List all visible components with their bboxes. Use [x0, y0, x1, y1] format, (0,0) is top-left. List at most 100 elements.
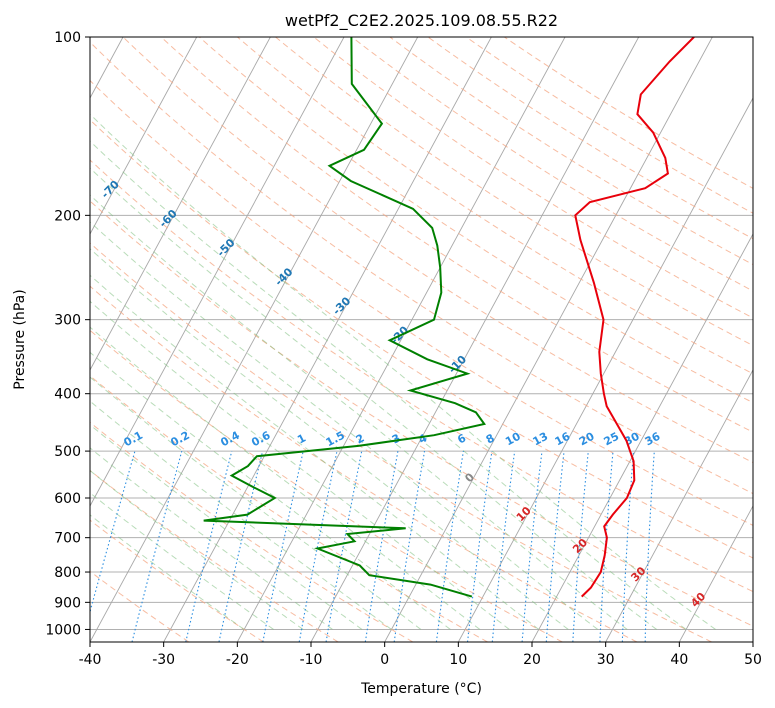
plot-area: 0.10.20.40.611.52346810131620253036-100-…: [0, 37, 753, 642]
dewpoint-profile-line: [203, 37, 486, 598]
mixing-ratio-line: [435, 451, 464, 642]
mixing-ratio-line: [521, 451, 543, 642]
temperature-profile-line: [574, 37, 695, 598]
isotherm-line: [384, 37, 713, 642]
moist-adiabat-line: [90, 424, 363, 630]
mixing-ratio-line: [621, 451, 635, 642]
mixing-ratio-line: [572, 451, 589, 642]
moist-adiabat-line: [90, 194, 628, 630]
y-tick-label: 500: [54, 444, 81, 460]
y-tick-label: 700: [54, 531, 81, 547]
dry-adiabat-line: [90, 159, 753, 593]
y-axis-ticks: 100 200 300 400 500 600 700 800 900 1000: [45, 30, 90, 638]
dry-adiabat-line: [90, 329, 563, 642]
isotherm-line: [531, 233, 753, 642]
dry-adiabat-label: -80: [41, 148, 64, 171]
moist-adiabat-line: [90, 248, 569, 630]
dry-adiabat-line: [90, 469, 339, 642]
isotherm-line: [457, 97, 753, 642]
moist-adiabat-line: [90, 514, 245, 630]
dry-adiabat-line: [122, 37, 753, 464]
x-axis-label: Temperature (°C): [360, 681, 482, 697]
moist-adiabat-line: [90, 351, 451, 630]
mixing-ratio-line: [90, 450, 136, 614]
x-tick-label: -20: [226, 652, 249, 668]
dry-adiabat-line: [90, 285, 638, 642]
dry-adiabat-line: [351, 37, 753, 292]
mixing-ratio-label: 13: [531, 430, 551, 449]
dry-adiabat-line: [504, 37, 753, 189]
dry-adiabat-label: -90: [0, 119, 6, 142]
x-tick-label: 40: [670, 652, 688, 668]
y-tick-label: 1000: [45, 622, 81, 638]
isotherm-line: [752, 641, 753, 642]
moist-adiabat-line: [90, 140, 687, 630]
mixing-ratio-label: 0.1: [122, 429, 145, 450]
mixing-ratio-label: 25: [602, 430, 622, 449]
mixing-ratio-line: [262, 450, 304, 642]
isotherm-line: [236, 37, 566, 642]
x-tick-label: 0: [380, 652, 389, 668]
y-tick-label: 100: [54, 30, 81, 46]
plot-frame: [89, 36, 754, 643]
x-tick-label: 50: [744, 652, 762, 668]
mixing-ratio-line: [545, 451, 565, 642]
mixing-ratio-line: [393, 451, 426, 642]
y-axis-label: Pressure (hPa): [12, 289, 28, 389]
isotherm-line: [605, 369, 753, 642]
y-tick-label: 800: [54, 565, 81, 581]
mixing-ratio-label: 36: [643, 430, 663, 449]
x-tick-label: -40: [79, 652, 102, 668]
x-tick-label: -10: [300, 652, 323, 668]
y-tick-label: 400: [54, 387, 81, 403]
isotherm-line: [163, 37, 492, 642]
moist-adiabat-line: [90, 400, 392, 630]
moist-adiabat-line: [90, 326, 481, 630]
y-tick-label: 600: [54, 491, 81, 507]
mixing-ratio-label: 10: [503, 430, 523, 449]
mixing-ratio-line: [491, 451, 516, 642]
moist-adiabat-line: [90, 113, 716, 630]
x-tick-label: 30: [597, 652, 615, 668]
isotherm-line: [90, 37, 419, 642]
dry-adiabat-line: [90, 79, 753, 526]
dry-adiabat-label: 0: [462, 470, 477, 485]
y-tick-label: 300: [54, 313, 81, 329]
mixing-ratio-line: [185, 450, 233, 642]
y-tick-label: 200: [54, 208, 81, 224]
mixing-ratio-label: 16: [553, 430, 573, 449]
mixing-ratio-line: [466, 451, 493, 642]
x-tick-label: -30: [152, 652, 175, 668]
moist-adiabat-line: [90, 492, 274, 630]
mixing-ratio-line: [131, 450, 183, 642]
moist-adiabat-line: [90, 167, 657, 630]
dry-adiabat-line: [90, 570, 190, 642]
isotherm-line: [678, 505, 753, 642]
mixing-ratio-label: 0.2: [168, 429, 191, 450]
x-tick-label: 10: [449, 652, 467, 668]
chart-title: wetPf2_C2E2.2025.109.08.55.R22: [285, 11, 558, 31]
dry-adiabat-line: [90, 200, 753, 627]
isotherm-line: [90, 37, 271, 371]
dry-adiabat-line: [90, 519, 264, 642]
mixing-ratio-label: 20: [577, 430, 597, 449]
mixing-ratio-label: 6: [455, 431, 468, 446]
dry-adiabat-line: [160, 37, 753, 433]
x-tick-label: 20: [523, 652, 541, 668]
mixing-ratio-line: [218, 450, 264, 642]
moist-adiabat-line: [90, 300, 510, 630]
moist-adiabat-line: [90, 447, 333, 630]
moist-adiabat-line: [90, 469, 304, 630]
x-axis-ticks: -40 -30 -20 -10 0 10 20 30 40 50: [79, 642, 762, 668]
y-tick-label: 900: [54, 595, 81, 611]
dry-adiabat-line: [90, 242, 712, 642]
isotherm-line: [90, 37, 198, 235]
dry-adiabat-line: [90, 421, 414, 642]
dry-adiabat-line: [90, 375, 488, 642]
isotherm-line: [90, 37, 345, 507]
dry-adiabat-line: [313, 37, 753, 319]
dry-adiabat-line: [275, 37, 753, 347]
dry-adiabat-line: [237, 37, 753, 375]
moist-adiabat-line: [90, 221, 598, 630]
